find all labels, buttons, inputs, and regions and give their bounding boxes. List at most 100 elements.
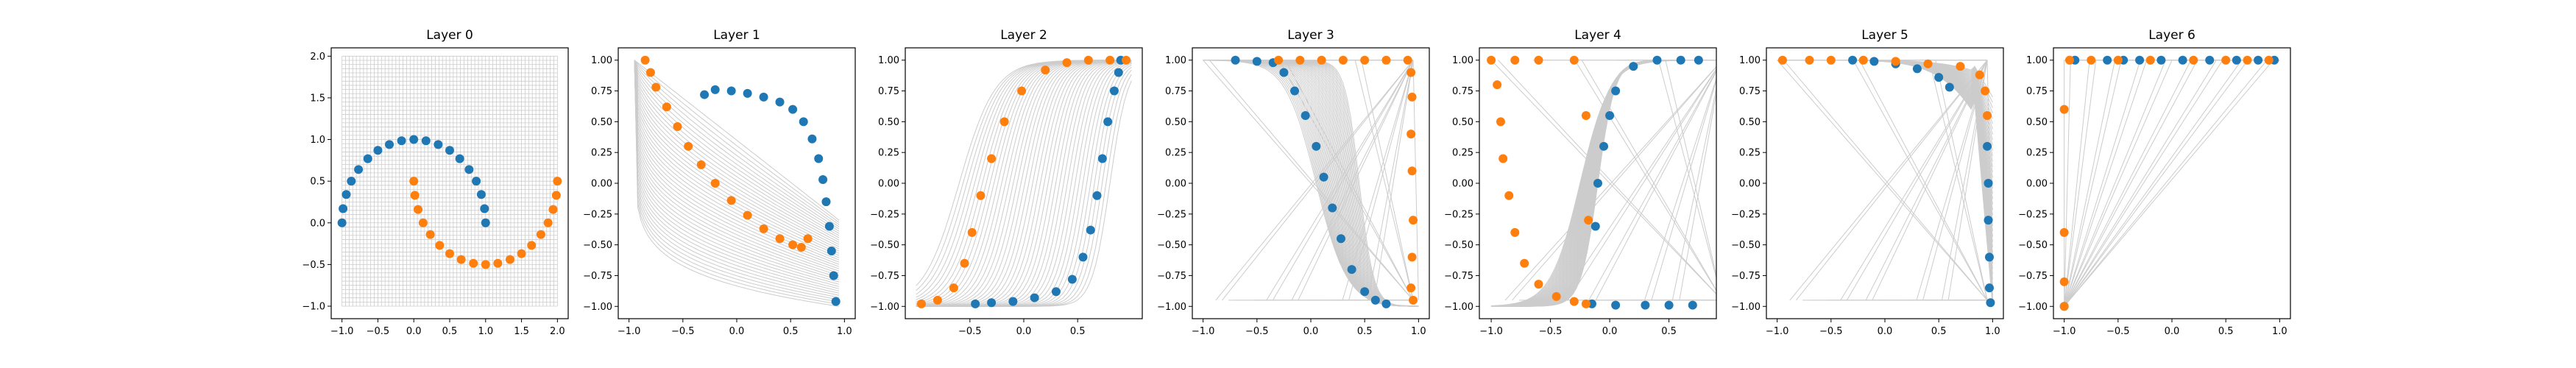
y-tick-label: 0.00 bbox=[2026, 179, 2048, 190]
data-point bbox=[1569, 297, 1579, 306]
data-point bbox=[543, 218, 553, 227]
x-tick-label: −0.5 bbox=[958, 326, 982, 337]
y-tick-label: −0.75 bbox=[1731, 271, 1761, 282]
data-point bbox=[1409, 295, 1418, 305]
data-point bbox=[987, 298, 997, 308]
data-point bbox=[1984, 252, 1994, 262]
warp-line bbox=[1665, 60, 1716, 277]
y-tick-label: 1.5 bbox=[310, 93, 325, 104]
data-point bbox=[1487, 55, 1496, 65]
data-point bbox=[1381, 55, 1391, 65]
data-point bbox=[1581, 299, 1590, 308]
warp-line bbox=[634, 60, 840, 269]
data-point bbox=[2264, 55, 2274, 65]
warp-line bbox=[916, 60, 1132, 307]
warp-line bbox=[916, 60, 1132, 307]
data-point bbox=[1551, 291, 1561, 301]
data-point bbox=[1406, 130, 1416, 139]
y-tick-label: 1.0 bbox=[310, 135, 325, 146]
x-tick-label: −0.5 bbox=[1819, 326, 1843, 337]
warp-line bbox=[1209, 60, 1414, 301]
data-point bbox=[726, 86, 736, 96]
warp-line bbox=[1498, 60, 1716, 295]
data-point bbox=[1317, 55, 1326, 65]
data-point bbox=[1688, 300, 1697, 310]
data-point bbox=[700, 90, 710, 99]
data-point bbox=[1067, 275, 1077, 284]
warp-line bbox=[1285, 60, 1414, 301]
warp-line bbox=[1595, 70, 1716, 301]
data-point bbox=[476, 190, 486, 199]
data-point bbox=[1295, 55, 1305, 65]
y-tick-label: 0.50 bbox=[1739, 117, 1761, 128]
subplot-4: Layer 4 −1.0 −0.5 0.0 0.5 −1.00 −0.75 −0.50 −0.2… bbox=[1444, 28, 1717, 337]
warp-line bbox=[916, 61, 1132, 307]
x-tick-label: −0.5 bbox=[1539, 326, 1563, 337]
x-tick-label: 0.0 bbox=[1016, 326, 1032, 337]
warp-line bbox=[916, 60, 1132, 307]
y-tick-label: 0.75 bbox=[1165, 86, 1186, 97]
x-tick-label: 0.5 bbox=[1070, 326, 1086, 337]
series-1 bbox=[2059, 55, 2274, 311]
warp-line bbox=[2064, 60, 2217, 307]
warp-line bbox=[1588, 70, 1716, 301]
data-point bbox=[1581, 111, 1590, 120]
warp-line bbox=[634, 60, 840, 252]
warp-line bbox=[1342, 60, 1414, 301]
warp-line bbox=[1367, 60, 1414, 301]
data-point bbox=[2059, 277, 2069, 286]
warp-line bbox=[916, 60, 1132, 307]
data-point bbox=[743, 88, 752, 98]
data-point bbox=[1078, 252, 1088, 262]
warp-line bbox=[634, 60, 840, 274]
x-tick-label: 0.5 bbox=[1661, 326, 1677, 337]
data-point bbox=[1869, 57, 1879, 66]
warp-line bbox=[916, 60, 1132, 307]
data-point bbox=[527, 241, 537, 250]
x-tick-label: 1.0 bbox=[1411, 326, 1426, 337]
y-tick-label: −0.75 bbox=[870, 271, 899, 282]
data-point bbox=[1347, 265, 1356, 275]
warp-line bbox=[1272, 60, 1414, 301]
y-tick-label: −0.25 bbox=[1157, 209, 1186, 220]
data-point bbox=[696, 160, 706, 169]
data-point bbox=[2243, 55, 2252, 65]
data-point bbox=[1498, 154, 1508, 163]
data-point bbox=[1569, 55, 1579, 65]
y-tick-label: 0.25 bbox=[1452, 148, 1473, 159]
warp-line bbox=[1512, 66, 1716, 301]
data-point bbox=[796, 242, 806, 252]
warp-line bbox=[916, 60, 1132, 307]
warp-line bbox=[1783, 60, 1988, 301]
y-tick-label: −0.25 bbox=[870, 209, 899, 220]
data-point bbox=[1858, 55, 1868, 65]
data-point bbox=[827, 247, 836, 255]
data-point bbox=[354, 165, 364, 174]
data-point bbox=[1984, 283, 1994, 293]
warp-line bbox=[634, 60, 840, 300]
warp-line bbox=[1789, 60, 1988, 301]
warp-line bbox=[1266, 60, 1414, 301]
data-point bbox=[1105, 55, 1115, 65]
y-tick-label: 1.00 bbox=[878, 55, 899, 66]
data-point bbox=[445, 146, 454, 155]
data-point bbox=[409, 177, 419, 186]
warp-line bbox=[1922, 60, 1988, 301]
y-tick-label: 0.75 bbox=[591, 86, 612, 97]
warp-line bbox=[634, 60, 840, 278]
data-point bbox=[1409, 216, 1418, 225]
warp-line bbox=[2064, 60, 2248, 307]
data-point bbox=[1092, 191, 1102, 200]
data-point bbox=[1406, 283, 1416, 293]
x-tick-label: −1.0 bbox=[330, 326, 354, 337]
data-point bbox=[1051, 287, 1061, 297]
data-point bbox=[1103, 117, 1113, 127]
data-point bbox=[456, 255, 466, 264]
data-point bbox=[551, 191, 561, 200]
plot-area bbox=[916, 55, 1132, 308]
warp-line bbox=[1777, 60, 1993, 302]
data-point bbox=[987, 154, 997, 163]
y-tick-label: 0.50 bbox=[1452, 117, 1473, 128]
data-point bbox=[1407, 92, 1417, 102]
warp-line bbox=[1916, 60, 1988, 301]
